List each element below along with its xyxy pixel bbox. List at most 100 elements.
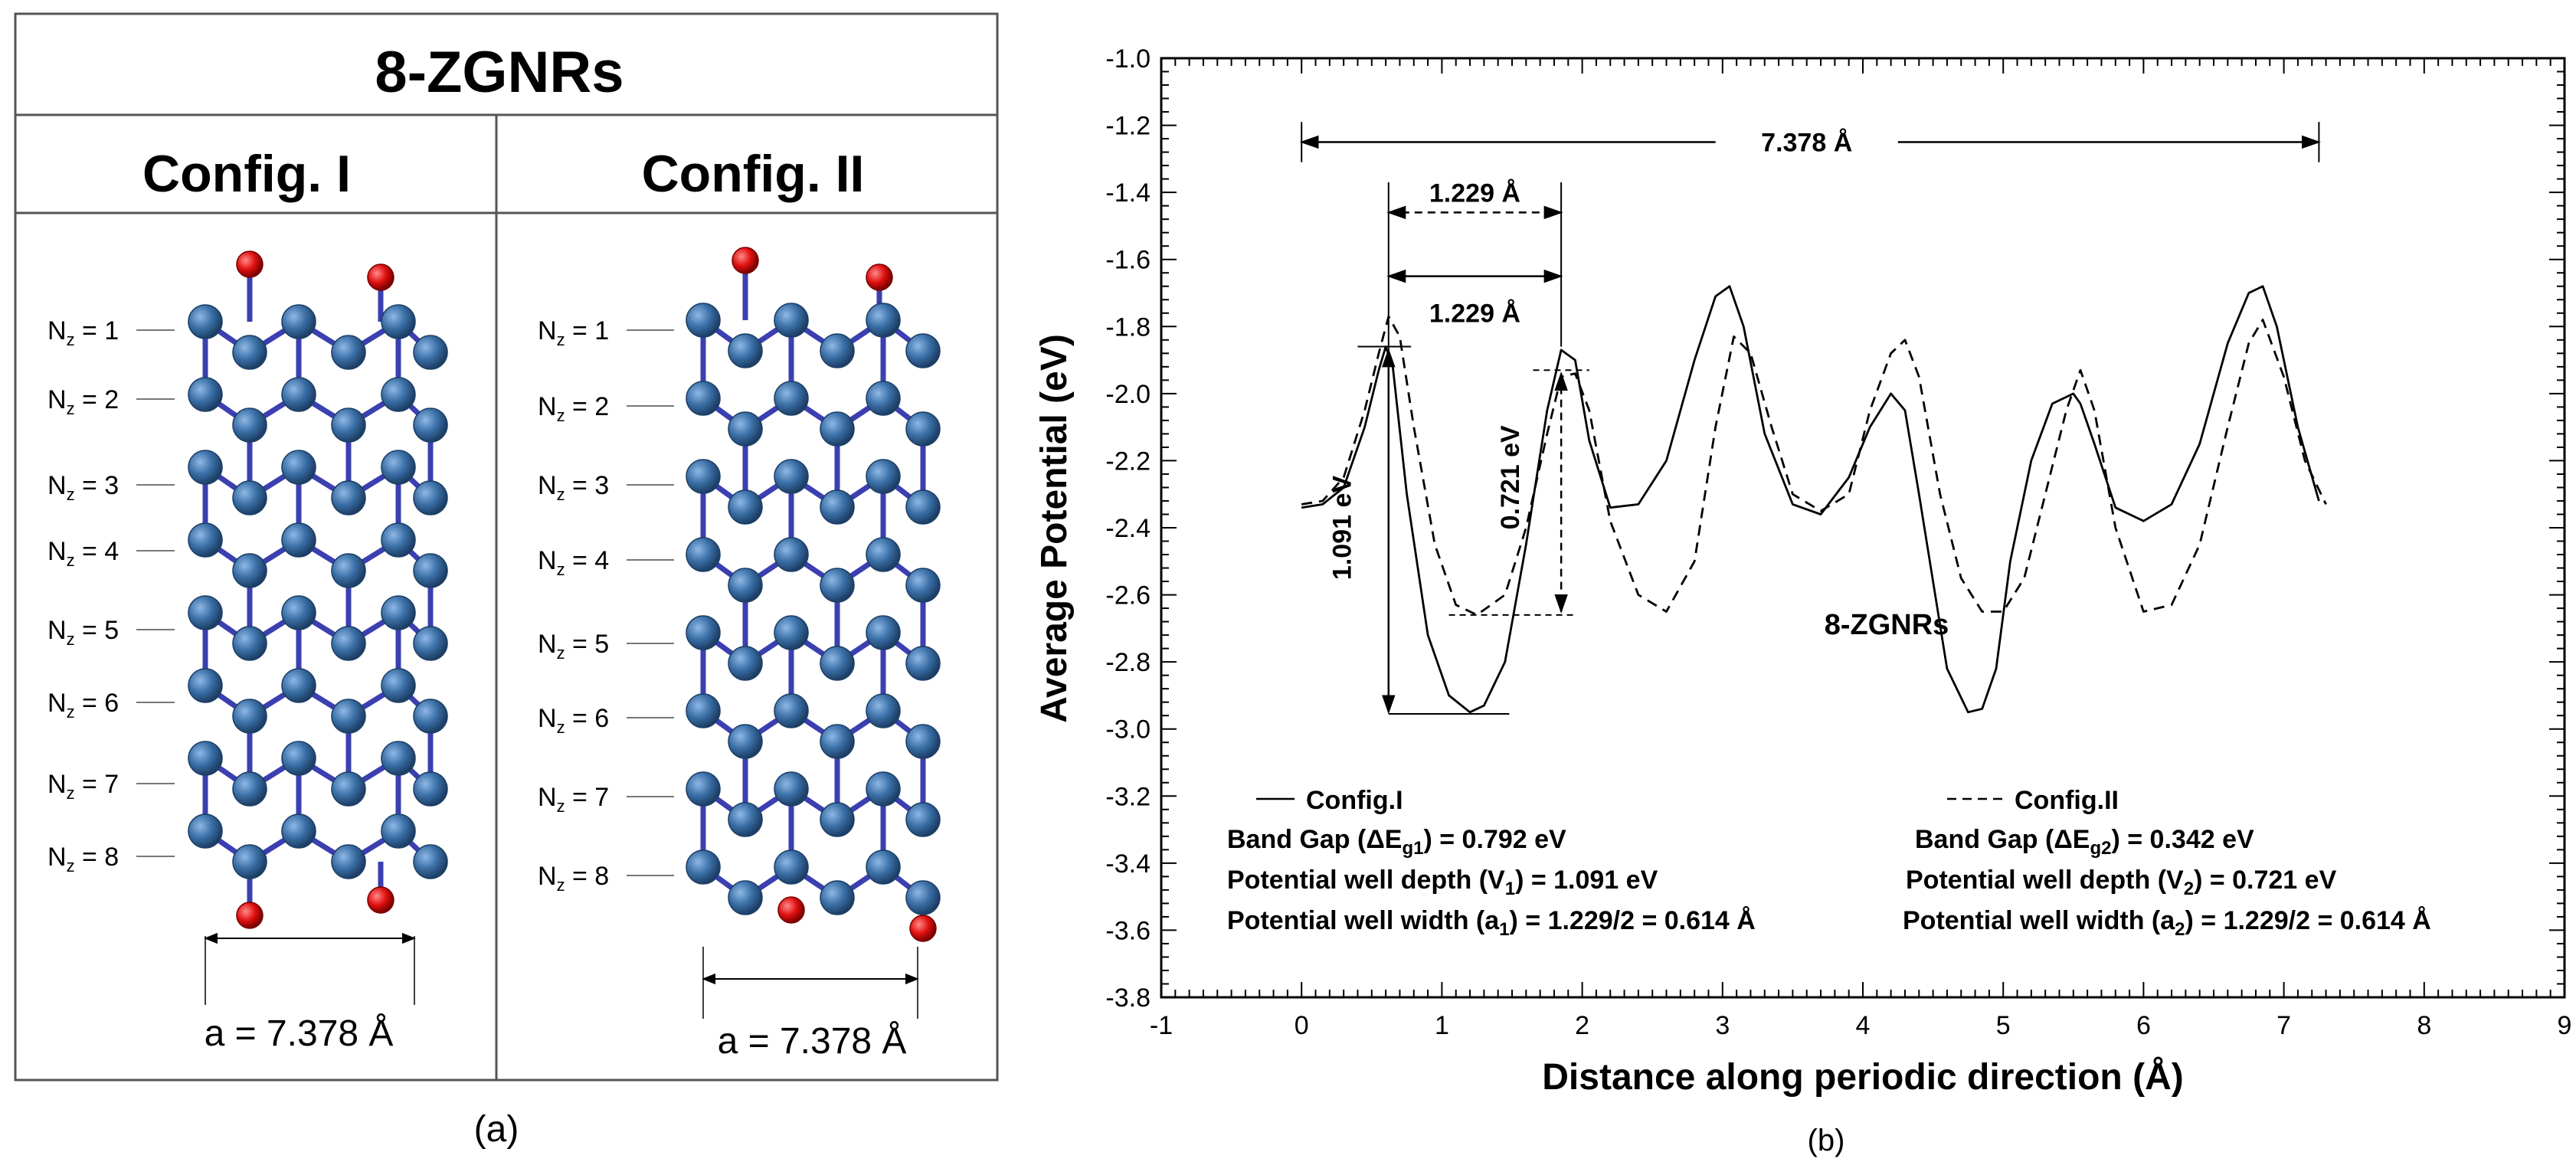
series-group bbox=[1301, 285, 2327, 714]
y-tick-label: -3.0 bbox=[1105, 715, 1151, 745]
carbon-atom bbox=[381, 668, 416, 703]
carbon-atom bbox=[820, 489, 855, 525]
carbon-atom bbox=[381, 377, 416, 412]
carbon-atom bbox=[686, 303, 721, 338]
y-tick-label: -3.6 bbox=[1105, 916, 1151, 945]
carbon-atom bbox=[331, 844, 366, 879]
row-label: Nz = 5 bbox=[47, 616, 119, 649]
carbon-atom bbox=[413, 335, 448, 370]
y-tick-label: -2.8 bbox=[1105, 648, 1151, 677]
carbon-atom bbox=[905, 802, 941, 837]
carbon-atom bbox=[686, 849, 721, 885]
carbon-atom bbox=[728, 411, 763, 447]
carbon-atom bbox=[232, 626, 267, 661]
y-tick-label: -2.4 bbox=[1105, 514, 1151, 543]
x-tick-label: 5 bbox=[1996, 1011, 2011, 1040]
carbon-atom bbox=[331, 553, 366, 588]
carbon-atom bbox=[686, 693, 721, 728]
width-label-dashed: 1.229 Å bbox=[1429, 178, 1520, 208]
lattice-label-config-2: a = 7.378 Å bbox=[718, 1021, 907, 1062]
carbon-atom bbox=[413, 553, 448, 588]
y-tick-label: -2.6 bbox=[1105, 581, 1151, 610]
carbon-atom bbox=[281, 668, 316, 703]
carbon-atom bbox=[774, 303, 809, 338]
row-label: Nz = 3 bbox=[538, 471, 609, 504]
carbon-atom bbox=[188, 595, 223, 630]
oxygen-atom bbox=[732, 247, 759, 274]
carbon-atom bbox=[281, 741, 316, 776]
y-tick-label: -2.2 bbox=[1105, 447, 1151, 476]
depth-label-config-1: 1.091 eV bbox=[1327, 476, 1357, 580]
carbon-atom bbox=[728, 880, 763, 915]
carbon-atom bbox=[905, 489, 941, 525]
annotations: 7.378 Å 1.229 Å 1.229 Å 1.091 eV 0.721 eV bbox=[1299, 122, 2321, 715]
carbon-atom bbox=[820, 411, 855, 447]
row-label: Nz = 3 bbox=[47, 471, 119, 504]
carbon-atom bbox=[905, 646, 941, 681]
row-label: Nz = 5 bbox=[538, 630, 609, 663]
x-tick-label: 7 bbox=[2277, 1011, 2291, 1040]
row-label: Nz = 7 bbox=[538, 783, 609, 816]
caption-b: (b) bbox=[1808, 1124, 1845, 1157]
period-label: 7.378 Å bbox=[1761, 128, 1852, 157]
carbon-atom bbox=[728, 802, 763, 837]
carbon-atom bbox=[866, 771, 901, 807]
y-tick-label: -3.4 bbox=[1105, 849, 1151, 879]
row-labels-config-1: Nz = 1 Nz = 2 Nz = 3 Nz = 4 Nz = 5 Nz = 6 Nz =… bbox=[47, 316, 175, 876]
carbon-atom bbox=[866, 693, 901, 728]
carbon-atom bbox=[381, 450, 416, 485]
carbon-atom bbox=[232, 480, 267, 515]
carbon-atom bbox=[281, 813, 316, 849]
axis-ticks bbox=[1160, 57, 2565, 998]
row-label: Nz = 1 bbox=[47, 316, 119, 349]
carbon-atom bbox=[232, 335, 267, 370]
carbon-atom bbox=[413, 771, 448, 807]
x-tick-label: 6 bbox=[2136, 1011, 2151, 1040]
carbon-atom bbox=[413, 844, 448, 879]
carbon-atom bbox=[866, 849, 901, 885]
row-label: Nz = 8 bbox=[47, 843, 119, 876]
y-tick-label: -2.0 bbox=[1105, 380, 1151, 409]
y-tick-label: -1.6 bbox=[1105, 246, 1151, 275]
caption-a: (a) bbox=[474, 1109, 519, 1150]
carbon-atom bbox=[820, 333, 855, 368]
carbon-atom bbox=[331, 771, 366, 807]
series-line-config-2 bbox=[1301, 315, 2327, 617]
y-tick-label: -3.8 bbox=[1105, 984, 1151, 1013]
carbon-atom bbox=[820, 880, 855, 915]
x-tick-label: 4 bbox=[1856, 1011, 1871, 1040]
table-frame bbox=[14, 12, 999, 1082]
carbon-atom bbox=[232, 771, 267, 807]
carbon-atom bbox=[905, 411, 941, 447]
carbon-atom bbox=[381, 741, 416, 776]
panel-b: -1 0 1 2 3 4 5 6 7 8 9 -1.0 -1.2 -1.4 -1.6 -1.8 -2.0 -2.2… bbox=[1019, 0, 2576, 1171]
oxygen-atom bbox=[367, 886, 394, 914]
carbon-atom bbox=[188, 813, 223, 849]
carbon-atom bbox=[866, 381, 901, 416]
carbon-atom bbox=[188, 741, 223, 776]
carbon-atom bbox=[820, 646, 855, 681]
y-tick-label: -3.2 bbox=[1105, 782, 1151, 811]
carbon-atom bbox=[774, 381, 809, 416]
carbon-atom bbox=[413, 480, 448, 515]
row-label: Nz = 6 bbox=[538, 704, 609, 737]
panel-a-title: 8-ZGNRs bbox=[375, 40, 624, 105]
carbon-atom bbox=[331, 407, 366, 443]
carbon-atom bbox=[381, 595, 416, 630]
carbon-atom bbox=[281, 450, 316, 485]
molecule-config-2 bbox=[686, 247, 941, 942]
row-label: Nz = 4 bbox=[538, 546, 609, 579]
row-label: Nz = 8 bbox=[538, 862, 609, 895]
y-tick-label: -1.2 bbox=[1105, 112, 1151, 141]
carbon-atom bbox=[331, 626, 366, 661]
carbon-atom bbox=[774, 693, 809, 728]
carbon-atom bbox=[281, 377, 316, 412]
carbon-atom bbox=[188, 377, 223, 412]
x-tick-label: 0 bbox=[1295, 1011, 1309, 1040]
oxygen-atom bbox=[909, 915, 937, 942]
carbon-atom bbox=[331, 480, 366, 515]
carbon-atom bbox=[820, 568, 855, 603]
x-tick-label: 1 bbox=[1435, 1011, 1449, 1040]
row-label: Nz = 1 bbox=[538, 316, 609, 349]
lattice-label-config-1: a = 7.378 Å bbox=[205, 1013, 394, 1054]
